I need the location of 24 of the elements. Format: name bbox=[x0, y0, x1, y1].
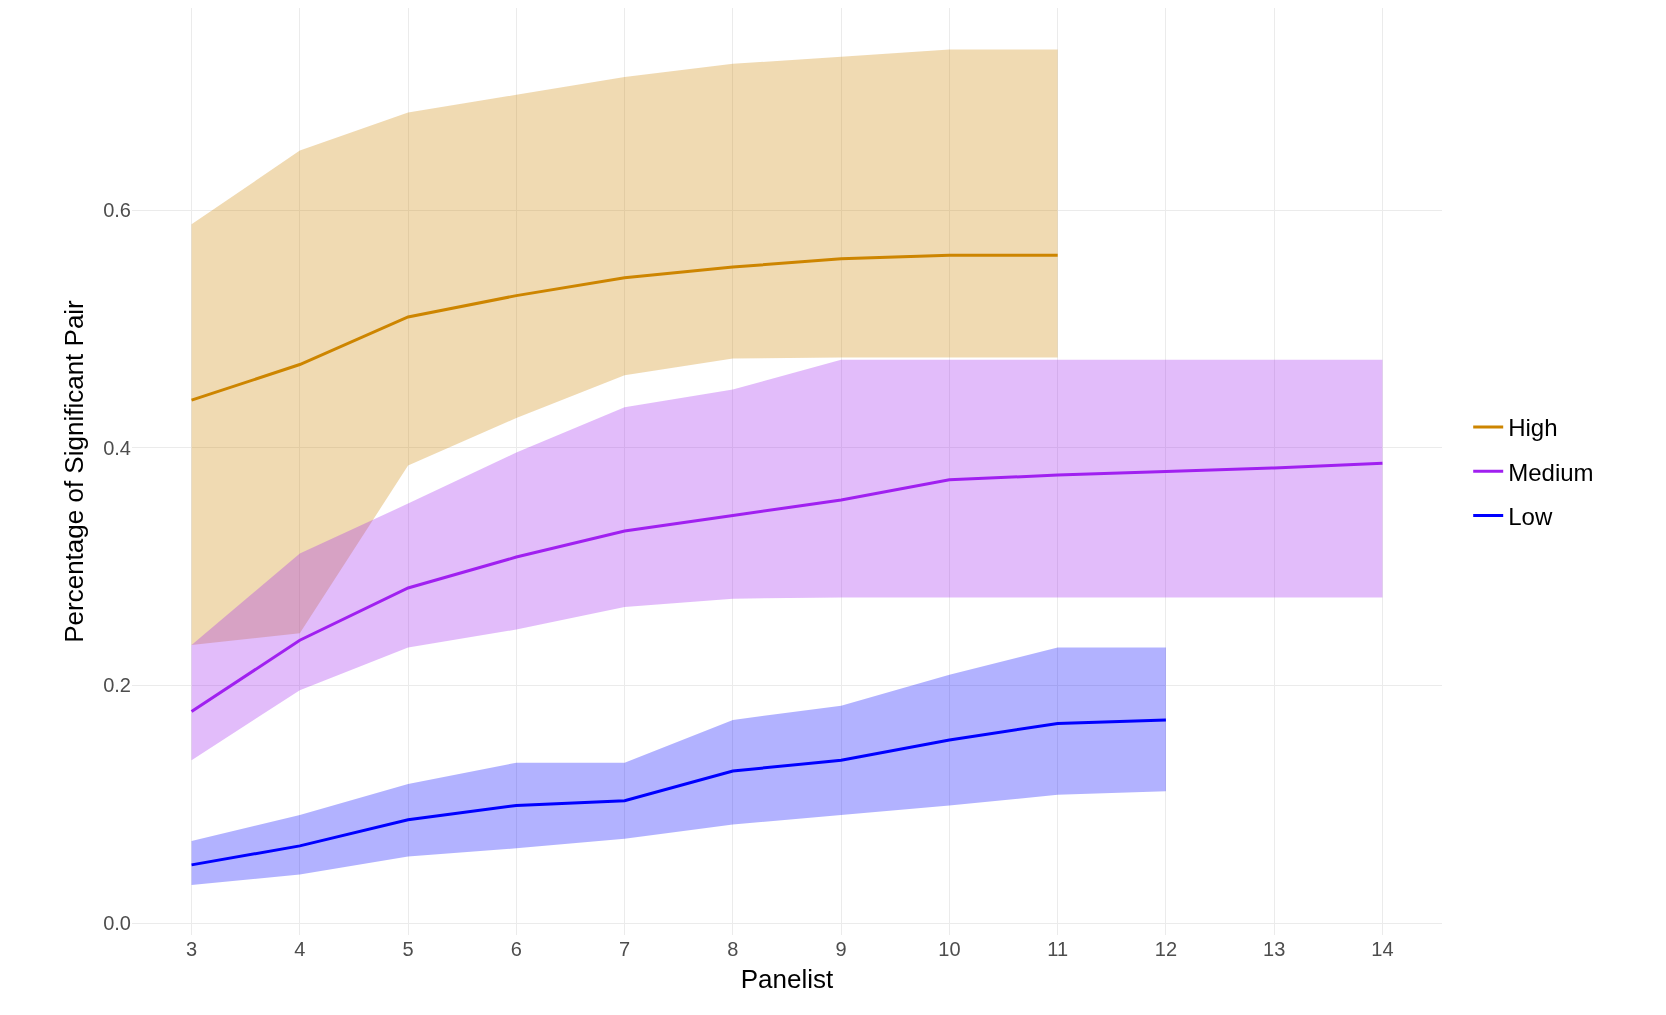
y-tick-label: 0.6 bbox=[103, 199, 131, 222]
x-tick-label: 6 bbox=[510, 938, 522, 960]
x-tick-label: 10 bbox=[938, 938, 961, 960]
x-tick-label: 3 bbox=[185, 938, 198, 960]
line-series bbox=[190, 253, 1060, 402]
y-tick-label: 0.4 bbox=[103, 436, 131, 459]
x-tick-label: 14 bbox=[1371, 938, 1394, 960]
y-tick-label: 0.0 bbox=[103, 912, 131, 935]
y-tick-label: 0.2 bbox=[103, 674, 131, 697]
legend-label: Low bbox=[1508, 502, 1553, 530]
x-tick-label: 4 bbox=[294, 938, 306, 960]
x-tick-label: 11 bbox=[1047, 938, 1069, 960]
legend-label: Medium bbox=[1508, 458, 1594, 486]
x-axis-title: Panelist bbox=[740, 963, 835, 994]
x-tick-label: 8 bbox=[727, 938, 739, 960]
line-series bbox=[190, 718, 1168, 867]
x-tick-label: 7 bbox=[619, 938, 631, 960]
x-tick-label: 12 bbox=[1154, 938, 1178, 960]
line-series bbox=[190, 461, 1384, 714]
y-axis-title: Percentage of Significant Pair bbox=[58, 299, 89, 643]
x-tick-label: 9 bbox=[835, 938, 847, 960]
legend-label: High bbox=[1508, 414, 1558, 442]
x-tick-label: 13 bbox=[1263, 938, 1286, 960]
x-tick-label: 5 bbox=[402, 938, 414, 960]
